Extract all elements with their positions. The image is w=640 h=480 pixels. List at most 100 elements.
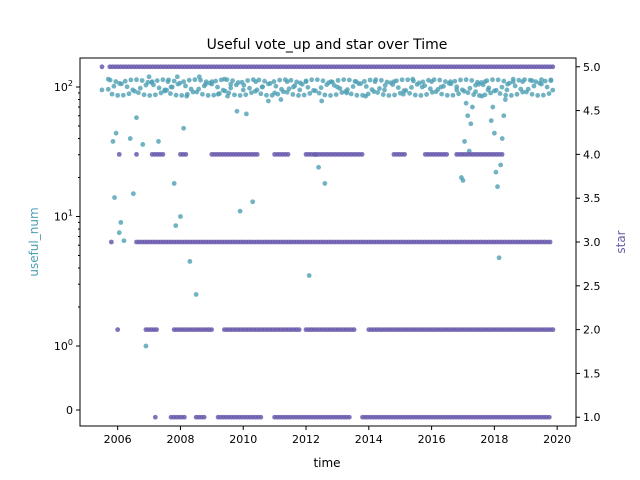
- useful-num-point: [378, 77, 384, 83]
- useful-num-point: [344, 90, 350, 96]
- star-point: [254, 151, 260, 157]
- useful-num-point: [319, 98, 325, 104]
- useful-num-point: [363, 84, 369, 89]
- x-tick-label: 2018: [480, 433, 508, 446]
- useful-num-point: [463, 100, 469, 106]
- useful-num-point: [209, 79, 215, 85]
- useful-num-point: [127, 136, 133, 141]
- useful-num-point: [495, 77, 501, 83]
- useful-num-point: [529, 91, 535, 97]
- useful-num-point: [371, 89, 377, 94]
- useful-num-point: [498, 162, 504, 168]
- useful-num-point: [514, 91, 520, 97]
- useful-num-point: [160, 77, 166, 83]
- useful-num-point: [179, 93, 185, 98]
- useful-num-point: [265, 98, 271, 104]
- useful-num-point: [322, 92, 328, 98]
- star-point: [546, 414, 552, 420]
- useful-num-point: [154, 78, 160, 84]
- useful-num-point: [392, 92, 397, 98]
- useful-num-point: [382, 87, 387, 93]
- star-point: [444, 151, 450, 157]
- useful-num-point: [145, 79, 151, 85]
- useful-num-point: [152, 92, 158, 98]
- y-axis-left-label: useful_num: [27, 207, 41, 276]
- useful-num-point: [205, 93, 211, 98]
- useful-num-point: [116, 230, 122, 236]
- useful-num-point: [183, 83, 188, 89]
- useful-num-point: [328, 93, 333, 98]
- useful-num-point: [533, 79, 539, 85]
- useful-num-point: [377, 86, 382, 91]
- useful-num-point: [380, 92, 386, 97]
- star-point: [116, 151, 122, 157]
- useful-num-point: [540, 92, 546, 98]
- useful-num-point: [237, 208, 243, 214]
- useful-num-point: [235, 80, 241, 85]
- useful-num-point: [420, 79, 426, 85]
- useful-num-point: [493, 87, 499, 93]
- useful-num-point: [177, 80, 183, 86]
- useful-num-point: [539, 81, 544, 87]
- useful-num-point: [350, 84, 356, 89]
- useful-num-point: [291, 84, 296, 90]
- star-point: [201, 414, 207, 420]
- star-point: [346, 414, 352, 420]
- useful-num-point: [339, 90, 345, 95]
- useful-num-point: [162, 87, 168, 93]
- useful-num-point: [241, 82, 247, 88]
- useful-num-point: [228, 81, 234, 87]
- useful-num-point: [465, 113, 471, 119]
- useful-num-point: [173, 92, 179, 98]
- useful-num-point: [232, 92, 237, 98]
- useful-num-point: [284, 79, 290, 85]
- star-point: [547, 239, 553, 245]
- useful-num-point: [158, 90, 164, 96]
- useful-num-point: [168, 91, 173, 96]
- useful-num-point: [215, 84, 220, 90]
- y-right-tick-label: 2.5: [583, 280, 601, 293]
- useful-num-point: [130, 191, 136, 197]
- y-right-tick-label: 2.0: [583, 324, 601, 337]
- useful-num-point: [363, 93, 369, 99]
- star-point: [351, 327, 357, 333]
- useful-num-point: [250, 199, 256, 205]
- useful-num-point: [171, 78, 177, 84]
- useful-num-point: [124, 84, 130, 90]
- star-point: [181, 414, 187, 420]
- useful-num-point: [467, 85, 473, 91]
- useful-num-point: [149, 79, 155, 85]
- useful-num-point: [118, 220, 124, 225]
- useful-num-point: [296, 93, 301, 98]
- x-tick-label: 2016: [418, 433, 446, 446]
- useful-num-point: [222, 88, 228, 94]
- useful-num-point: [200, 91, 205, 97]
- useful-num-point: [409, 84, 414, 90]
- useful-num-point: [328, 79, 334, 85]
- useful-num-point: [128, 77, 134, 83]
- useful-num-point: [119, 81, 124, 87]
- useful-num-point: [375, 90, 380, 95]
- star-point: [160, 151, 166, 157]
- useful-num-point: [122, 78, 128, 84]
- useful-num-point: [468, 121, 474, 127]
- useful-num-point: [362, 78, 367, 84]
- useful-num-point: [460, 178, 466, 183]
- useful-num-point: [454, 87, 460, 93]
- useful-num-point: [134, 115, 139, 121]
- useful-num-point: [174, 74, 180, 80]
- useful-num-point: [493, 169, 499, 175]
- useful-num-point: [110, 139, 116, 144]
- useful-num-point: [502, 97, 508, 102]
- useful-num-point: [171, 181, 177, 186]
- useful-num-point: [173, 223, 179, 229]
- useful-num-point: [271, 79, 277, 84]
- star-point: [108, 239, 114, 245]
- useful-num-point: [186, 77, 192, 83]
- x-tick-label: 2020: [543, 433, 571, 446]
- useful-num-point: [230, 78, 235, 84]
- useful-num-point: [240, 87, 246, 93]
- star-point: [209, 327, 214, 333]
- useful-num-point: [437, 77, 443, 83]
- useful-num-point: [294, 79, 300, 85]
